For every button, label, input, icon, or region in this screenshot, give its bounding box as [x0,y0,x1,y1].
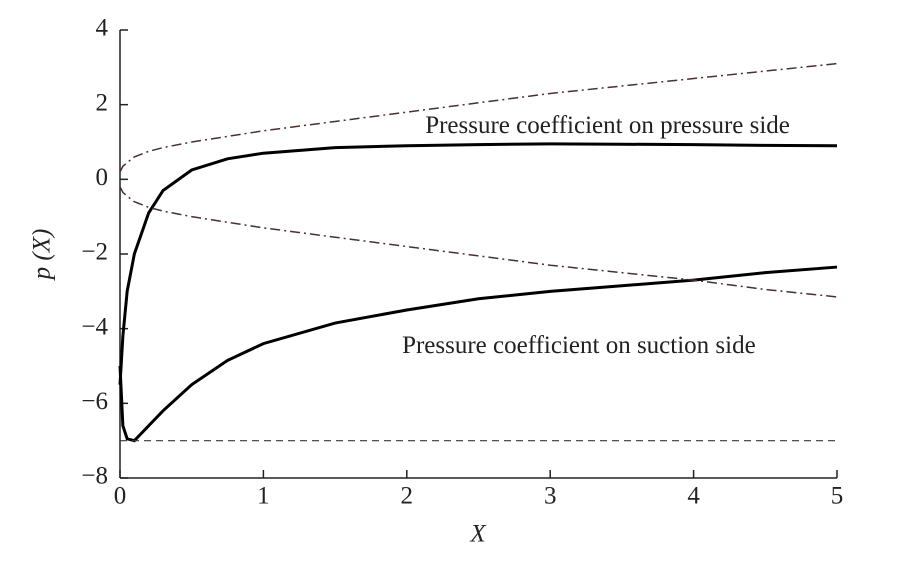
y-tick-label: 2 [96,89,109,116]
x-tick-label: 2 [401,483,414,510]
x-axis-label: X [469,521,487,548]
x-tick-label: 0 [114,483,127,510]
series-line [118,265,838,443]
series-line [119,186,838,298]
series-line [118,142,838,385]
y-tick-label: −4 [81,313,108,340]
y-tick-label: −2 [81,239,108,266]
x-tick-label: 4 [687,483,700,510]
annotation: Pressure coefficient on suction side [402,332,756,359]
y-axis-label: p (X) [29,229,56,282]
x-tick-label: 3 [544,483,557,510]
y-tick-label: −6 [81,388,108,415]
y-tick-label: −8 [81,463,108,490]
x-tick-label: 5 [831,483,844,510]
x-tick-label: 1 [257,483,270,510]
annotation: Pressure coefficient on pressure side [425,112,790,139]
y-tick-label: 4 [96,15,109,42]
y-tick-label: 0 [96,164,109,191]
